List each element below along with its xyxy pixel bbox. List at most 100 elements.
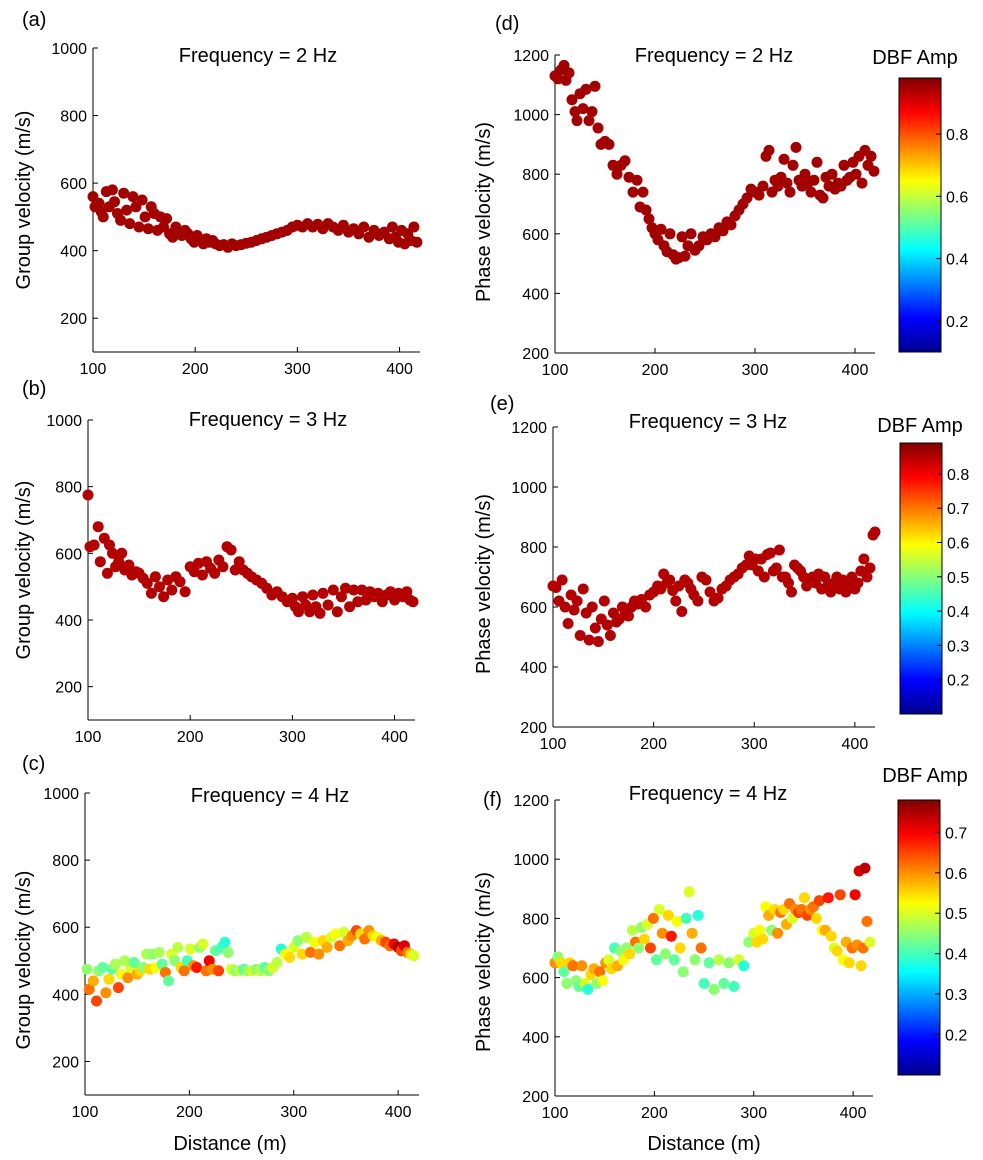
data-point [676, 231, 688, 243]
data-point [577, 583, 589, 595]
data-point [271, 957, 283, 968]
data-point [88, 539, 100, 551]
data-point [603, 954, 615, 966]
y-tick-label: 400 [520, 660, 547, 677]
data-point [566, 94, 578, 106]
y-tick-label: 600 [520, 600, 547, 617]
data-point [825, 586, 837, 598]
data-point [656, 927, 668, 939]
data-point [692, 909, 704, 921]
colorbar-tick-label: 0.3 [947, 638, 969, 655]
data-point [229, 564, 241, 576]
data-point [685, 228, 697, 240]
data-point [191, 962, 203, 973]
data-point [859, 862, 871, 874]
data-point [728, 981, 740, 992]
data-point [104, 539, 115, 551]
data-point [676, 606, 688, 617]
data-point [764, 547, 776, 559]
data-point [627, 186, 639, 198]
data-point [700, 574, 712, 586]
data-point [693, 240, 705, 252]
x-tick-label: 300 [284, 361, 311, 378]
data-point [723, 957, 735, 969]
panel-label: (e) [490, 393, 514, 415]
data-point [309, 936, 321, 948]
data-point [116, 547, 128, 559]
panel-label: (a) [22, 9, 46, 31]
data-point [219, 936, 231, 948]
data-point [562, 618, 574, 629]
y-axis-label: Group velocity (m/s) [13, 481, 35, 660]
colorbar-tick-label: 0.3 [945, 987, 967, 1004]
y-tick-label: 600 [55, 546, 82, 563]
colorbar-tick-label: 0.8 [947, 467, 969, 484]
data-point [372, 587, 384, 599]
y-tick-label: 800 [520, 540, 547, 557]
x-tick-label: 400 [386, 361, 413, 378]
chart-title: Frequency = 3 Hz [189, 409, 347, 431]
data-point [558, 966, 570, 978]
data-point [819, 571, 831, 583]
data-point [786, 586, 797, 598]
data-point [631, 174, 643, 186]
data-point [87, 975, 99, 987]
data-point [123, 559, 135, 571]
data-point [159, 967, 171, 978]
data-point [568, 604, 580, 616]
colorbar-tick-label: 0.6 [947, 535, 969, 552]
x-tick-label: 200 [182, 361, 209, 378]
data-point [834, 889, 846, 901]
data-point [653, 904, 665, 915]
chart-title: Frequency = 2 Hz [635, 45, 793, 67]
y-tick-label: 1000 [46, 413, 82, 430]
data-point [633, 942, 644, 954]
data-point [156, 958, 168, 970]
data-point [213, 965, 225, 977]
data-point [293, 606, 304, 618]
data-point [683, 886, 695, 898]
data-point [784, 186, 796, 198]
data-point [300, 931, 312, 943]
data-point [671, 915, 683, 927]
data-point [822, 892, 834, 904]
data-point [592, 122, 604, 134]
axis-area: 200 400 600 800 1000 100 200 300 400 [51, 41, 420, 378]
data-point [411, 236, 423, 248]
data-point [805, 186, 817, 198]
data-point [331, 606, 343, 618]
data-point [292, 935, 304, 947]
x-tick-label: 300 [740, 1105, 767, 1122]
data-point [738, 960, 750, 972]
x-tick-label: 300 [742, 362, 769, 379]
y-tick-label: 200 [522, 1089, 549, 1106]
data-point [604, 630, 616, 641]
data-point [757, 180, 769, 192]
data-point [790, 141, 802, 153]
data-point [386, 221, 398, 233]
panel-label: (c) [22, 753, 45, 775]
x-tick-label: 100 [540, 736, 567, 753]
data-point [334, 940, 346, 952]
data-point [571, 595, 583, 607]
axis-area: 200 400 600 800 1000 100 200 300 400 [46, 413, 415, 746]
colorbar-tick-label: 0.6 [945, 866, 967, 883]
data-point [196, 569, 208, 581]
data-point [559, 601, 571, 613]
data-point [644, 942, 656, 954]
x-tick-label: 100 [72, 1104, 99, 1121]
data-point [623, 610, 634, 622]
data-point [225, 544, 237, 556]
x-tick-label: 200 [177, 729, 204, 746]
data-point [592, 636, 604, 647]
data-point [359, 933, 371, 945]
data-point [136, 194, 148, 206]
data-point [113, 556, 125, 568]
data-point [81, 963, 93, 975]
data-point [861, 915, 873, 927]
data-point [754, 924, 766, 936]
y-tick-label: 600 [522, 971, 549, 988]
colorbar: 0.2 0.4 0.6 0.8 [898, 77, 968, 353]
x-tick-label: 300 [741, 736, 768, 753]
data-point [781, 177, 793, 189]
